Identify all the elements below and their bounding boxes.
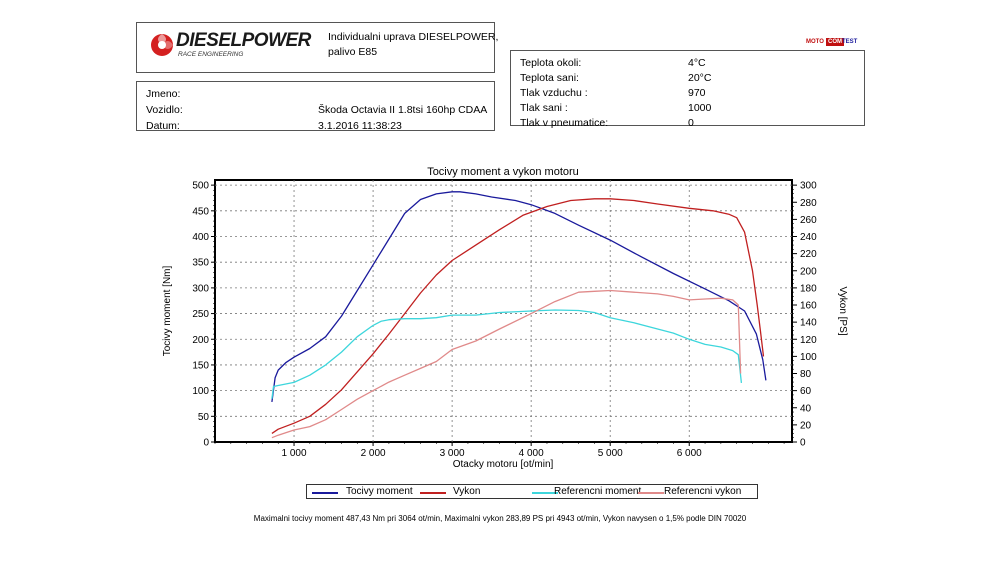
x-tick-label: 1 000 (282, 448, 307, 459)
y-right-tick-label: 240 (800, 232, 817, 243)
y-left-tick-label: 0 (203, 438, 209, 449)
series-lines (271, 191, 767, 439)
y-axis-left-label: Tocivy moment [Nm] (162, 265, 173, 356)
axis-ticks: 1 000 2 000 3 000 4 000 5 000 6 000 0 50 100 150 2… (192, 181, 817, 459)
vehicle-model-value: Škoda Octavia II 1.8tsi 160hp CDAA (318, 104, 488, 116)
y-right-tick-label: 20 (800, 420, 812, 431)
legend-torque-swatch (312, 492, 338, 494)
intake-temp-label: Teplota sani: (520, 72, 579, 84)
vehicle-name-label: Jmeno: (146, 88, 181, 100)
y-right-tick-label: 40 (800, 403, 812, 414)
legend-ref-power-label: Referencni vykon (664, 486, 742, 497)
y-right-tick-label: 300 (800, 181, 817, 192)
conditions-box (510, 50, 865, 126)
y-left-tick-label: 250 (192, 309, 209, 320)
intake-pressure-value: 1000 (688, 102, 712, 114)
logo-text: DIESELPOWER (176, 30, 311, 51)
tire-pressure-label: Tlak v pneumatice: (520, 117, 609, 129)
air-pressure-label: Tlak vzduchu : (520, 87, 588, 99)
footer-summary: Maximalni tocivy moment 487,43 Nm pri 30… (253, 514, 747, 523)
plot-area (214, 179, 793, 443)
x-tick-label: 4 000 (519, 448, 544, 459)
x-tick-label: 3 000 (440, 448, 465, 459)
x-tick-label: 6 000 (677, 448, 702, 459)
logo-subtitle: RACE ENGINEERING (178, 51, 244, 58)
power-line (271, 198, 765, 434)
chart-legend (306, 484, 758, 499)
y-axis-right-label: Vykon [PS] (837, 286, 848, 335)
vehicle-date-label: Datum: (146, 120, 180, 132)
header-description-line2: palivo E85 (328, 46, 378, 58)
y-right-tick-label: 140 (800, 318, 817, 329)
legend-power-label: Vykon (453, 486, 481, 497)
badge-moto: MOTO (806, 39, 824, 45)
y-right-tick-label: 180 (800, 283, 817, 294)
vehicle-date-value: 3.1.2016 11:38:23 (318, 120, 402, 132)
legend-torque-label: Tocivy moment (346, 486, 413, 497)
badge-test: TEST (842, 39, 858, 45)
ambient-temp-value: 4°C (688, 57, 706, 69)
y-left-tick-label: 300 (192, 283, 209, 294)
y-left-tick-label: 200 (192, 335, 209, 346)
x-tick-label: 2 000 (361, 448, 386, 459)
tire-pressure-value: 0 (688, 117, 694, 129)
y-right-tick-label: 100 (800, 352, 817, 363)
badge-com: COM (826, 38, 844, 46)
header-description-line1: Individualni uprava DIESELPOWER, (328, 31, 499, 43)
chart-title: Tocivy moment a vykon motoru (427, 166, 579, 178)
y-right-tick-label: 160 (800, 301, 817, 312)
y-left-tick-label: 150 (192, 360, 209, 371)
vehicle-model-label: Vozidlo: (146, 104, 183, 116)
y-right-tick-label: 280 (800, 198, 817, 209)
grid-lines (215, 180, 792, 442)
legend-ref-torque-swatch (532, 492, 558, 494)
intake-pressure-label: Tlak sani : (520, 102, 568, 114)
air-pressure-value: 970 (688, 87, 706, 99)
turbo-logo-icon (151, 34, 173, 56)
x-tick-label: 5 000 (598, 448, 623, 459)
x-axis-label: Otacky motoru [ot/min] (453, 459, 554, 470)
y-right-tick-label: 80 (800, 369, 812, 380)
y-left-tick-label: 400 (192, 232, 209, 243)
y-left-tick-label: 50 (198, 412, 210, 423)
ref-power-line (271, 289, 742, 439)
vehicle-info-box (136, 81, 495, 131)
motocomtest-badge: MOTO COM TEST (806, 38, 858, 47)
y-left-tick-label: 100 (192, 386, 209, 397)
y-left-tick-label: 450 (192, 206, 209, 217)
y-right-tick-label: 200 (800, 266, 817, 277)
legend-ref-power-swatch (638, 492, 664, 494)
torque-line (271, 191, 767, 402)
intake-temp-value: 20°C (688, 72, 712, 84)
y-left-tick-label: 350 (192, 258, 209, 269)
ambient-temp-label: Teplota okoli: (520, 57, 582, 69)
y-left-tick-label: 500 (192, 181, 209, 192)
legend-power-swatch (420, 492, 446, 494)
legend-ref-torque-label: Referencni moment (554, 486, 642, 497)
header-logo-box (136, 22, 495, 73)
ref-torque-line (271, 309, 743, 399)
y-right-tick-label: 260 (800, 215, 817, 226)
y-right-tick-label: 120 (800, 335, 817, 346)
y-right-tick-label: 0 (800, 438, 806, 449)
y-right-tick-label: 220 (800, 249, 817, 260)
y-right-tick-label: 60 (800, 386, 812, 397)
